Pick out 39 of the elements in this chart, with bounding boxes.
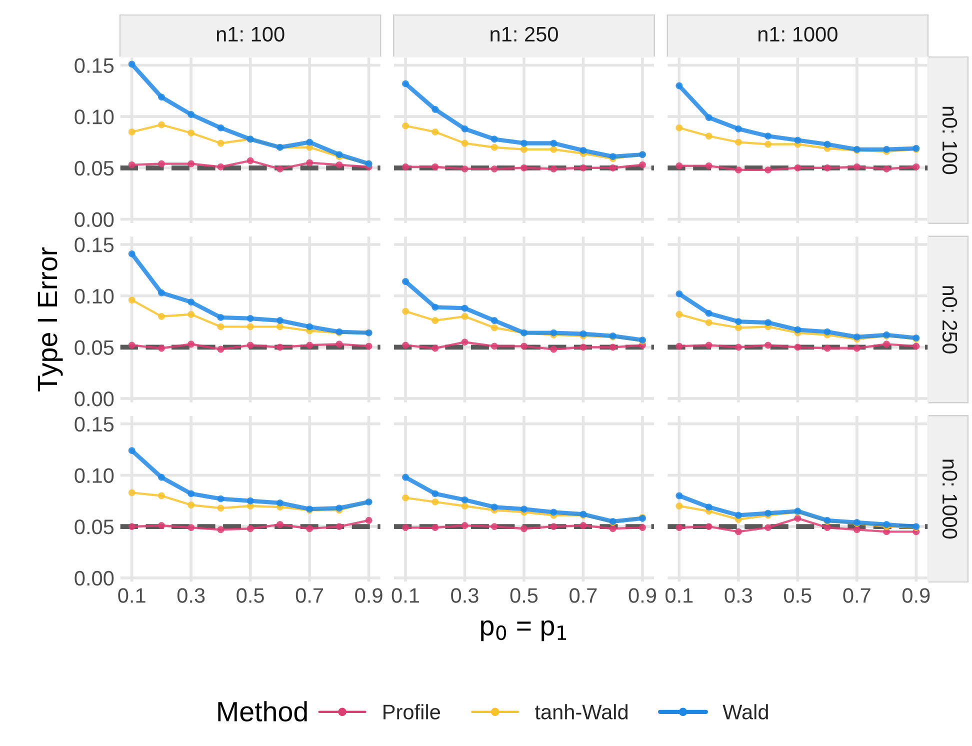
y-tick-label: 0.00 bbox=[74, 392, 114, 406]
legend-title: Method bbox=[218, 701, 307, 722]
x-tick-label: 0.9 bbox=[902, 588, 930, 603]
x-tick-label: 0.9 bbox=[628, 588, 656, 603]
x-tick-label: 0.5 bbox=[236, 588, 264, 603]
x-tick-label: 0.7 bbox=[296, 588, 324, 603]
y-tick-label: 0.10 bbox=[74, 110, 114, 124]
y2-axis-title: n0: 100 bbox=[942, 106, 958, 174]
y-tick-label: 0.00 bbox=[74, 212, 114, 227]
x-axis-title: p$_{0}$ = p$_{1}$ bbox=[481, 620, 566, 642]
legend-label: Profile bbox=[384, 704, 440, 720]
x-tick-label: 0.7 bbox=[843, 588, 870, 603]
x-tick-label: 0.5 bbox=[784, 588, 812, 603]
chart-title: n1: 250 bbox=[490, 26, 558, 42]
x-tick-label: 0.9 bbox=[355, 588, 382, 603]
y2-axis-title: n0: 1000 bbox=[942, 460, 958, 539]
y2-axis-title: n0: 250 bbox=[942, 286, 958, 354]
x-tick-label: 0.3 bbox=[177, 588, 205, 603]
y-tick-label: 0.05 bbox=[74, 520, 114, 534]
chart-title: n1: 1000 bbox=[758, 26, 838, 42]
x-tick-label: 0.3 bbox=[451, 588, 478, 603]
y-axis-title: Type I Error bbox=[38, 247, 63, 392]
x-tick-label: 0.7 bbox=[570, 588, 597, 603]
legend-label: Wald bbox=[722, 704, 768, 720]
x-tick-label: 0.1 bbox=[666, 588, 693, 603]
y-tick-label: 0.10 bbox=[74, 288, 114, 304]
y-tick-label: 0.05 bbox=[74, 160, 114, 176]
chart-title: n1: 100 bbox=[216, 26, 284, 42]
y-tick-label: 0.00 bbox=[74, 570, 114, 586]
y-tick-label: 0.15 bbox=[74, 58, 114, 73]
legend-label: tanh-Wald bbox=[534, 704, 628, 720]
y-tick-label: 0.10 bbox=[74, 468, 114, 483]
x-tick-label: 0.5 bbox=[510, 588, 538, 603]
y-tick-label: 0.15 bbox=[74, 416, 114, 432]
x-tick-label: 0.3 bbox=[724, 588, 752, 603]
x-tick-label: 0.1 bbox=[392, 588, 419, 603]
x-tick-label: 0.1 bbox=[118, 588, 146, 603]
y-tick-label: 0.05 bbox=[74, 340, 114, 355]
y-tick-label: 0.15 bbox=[74, 238, 114, 252]
